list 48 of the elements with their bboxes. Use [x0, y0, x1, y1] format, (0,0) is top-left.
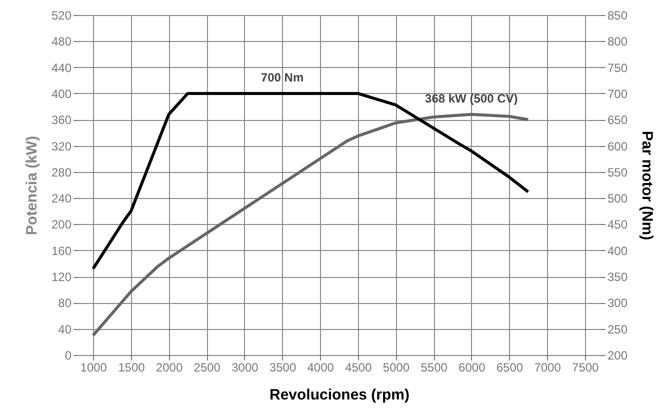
- y-tick-label: 520: [51, 8, 72, 22]
- y-tick-label: 440: [51, 60, 72, 75]
- y2-tick-label: 700: [608, 86, 628, 101]
- x-tick-label: 3500: [269, 360, 296, 374]
- y-tick-label: 200: [51, 218, 72, 232]
- y2-tick-label: 550: [608, 165, 628, 180]
- y-tick-label: 160: [51, 244, 72, 258]
- y-tick-label: 360: [51, 113, 72, 128]
- x-tick-label: 2500: [194, 360, 221, 374]
- y-tick-label: 280: [51, 165, 72, 180]
- y2-tick-label: 350: [608, 270, 628, 284]
- y2-tick-label: 600: [608, 139, 628, 154]
- x-tick-label: 1500: [118, 360, 146, 374]
- x-axis-title: Revoluciones (rpm): [269, 386, 410, 404]
- x-tick-label: 1000: [80, 360, 108, 374]
- y2-tick-label: 250: [608, 322, 628, 336]
- y2-tick-label: 850: [608, 8, 628, 22]
- y2-axis-title: Par motor (Nm): [638, 130, 656, 240]
- y-tick-label: 80: [58, 296, 72, 310]
- y2-tick-label: 400: [608, 244, 628, 258]
- y2-tick-label: 200: [608, 348, 628, 362]
- y-tick-label: 40: [58, 322, 72, 336]
- x-tick-label: 5500: [420, 360, 448, 374]
- x-tick-label: 6500: [496, 360, 524, 374]
- line-series: [92, 112, 530, 337]
- x-tick-label: 4500: [345, 360, 372, 374]
- y-tick-label: 400: [51, 86, 72, 101]
- y-tick-label: 120: [51, 270, 72, 284]
- x-tick-label: 5000: [382, 360, 410, 374]
- x-tick-label: 6000: [458, 360, 486, 374]
- y2-tick-label: 800: [608, 34, 628, 49]
- y2-tick-label: 500: [608, 192, 628, 206]
- y2-tick-label: 750: [608, 60, 628, 75]
- y-tick-label: 480: [51, 34, 72, 49]
- y-axis-title: Potencia (kW): [23, 136, 40, 236]
- x-tick-label: 3000: [232, 360, 259, 374]
- y2-tick-label: 300: [608, 296, 628, 310]
- x-tick-label: 4000: [307, 360, 334, 374]
- y-tick-label: 320: [51, 139, 72, 154]
- x-tick-label: 7000: [534, 360, 562, 374]
- line-series: [92, 92, 530, 270]
- x-tick-label: 7500: [572, 360, 600, 374]
- x-tick-label: 2000: [156, 360, 183, 374]
- y-tick-label: 0: [64, 348, 72, 362]
- annotation: 700 Nm: [260, 70, 304, 84]
- y2-tick-label: 650: [608, 113, 628, 128]
- y-tick-label: 240: [51, 192, 72, 206]
- y2-tick-label: 450: [608, 218, 628, 232]
